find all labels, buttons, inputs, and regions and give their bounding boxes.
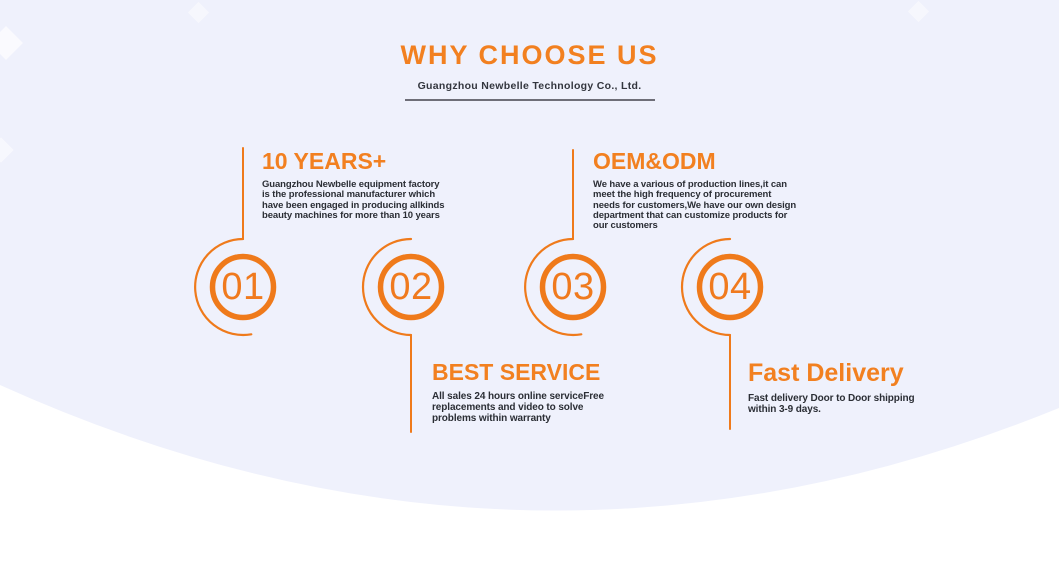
step-circle-icon	[361, 237, 445, 337]
header: WHY CHOOSE US Guangzhou Newbelle Technol…	[0, 40, 1059, 101]
step-circle-icon	[194, 237, 277, 337]
feature-description: Guangzhou Newbelle equipment factory is …	[262, 179, 445, 221]
step-number: 01	[221, 265, 265, 308]
feature-title: BEST SERVICE	[432, 359, 601, 385]
feature-description: All sales 24 hours online serviceFree re…	[432, 391, 604, 424]
title-underline	[404, 99, 655, 101]
company-name: Guangzhou Newbelle Technology Co., Ltd.	[417, 80, 642, 92]
feature-block-4: Fast Delivery Fast delivery Door to Door…	[748, 359, 943, 416]
step-number: 04	[708, 265, 752, 308]
feature-title: 10 YEARS+	[262, 148, 387, 174]
connector-line-1	[242, 147, 244, 240]
connector-line-3	[572, 149, 574, 240]
feature-block-1: 10 YEARS+ Guangzhou Newbelle equipment f…	[262, 150, 467, 221]
sparkle-icon	[0, 137, 14, 163]
step-circle-icon	[524, 237, 607, 337]
connector-line-4	[729, 334, 731, 430]
feature-block-3: OEM&ODM We have a various of production …	[593, 150, 813, 231]
sparkle-icon	[907, 0, 930, 23]
connector-line-2	[410, 334, 412, 433]
feature-description: Fast delivery Door to Door shipping with…	[748, 393, 915, 415]
step-number: 03	[551, 265, 595, 308]
sparkle-icon	[187, 1, 210, 24]
feature-title: OEM&ODM	[593, 148, 716, 174]
page-title: WHY CHOOSE US	[400, 40, 659, 70]
feature-block-2: BEST SERVICE All sales 24 hours online s…	[432, 359, 622, 425]
feature-description: We have a various of production lines,it…	[593, 179, 797, 232]
step-number: 02	[389, 265, 433, 308]
feature-title: Fast Delivery	[748, 359, 904, 387]
step-circle-icon	[680, 237, 764, 337]
